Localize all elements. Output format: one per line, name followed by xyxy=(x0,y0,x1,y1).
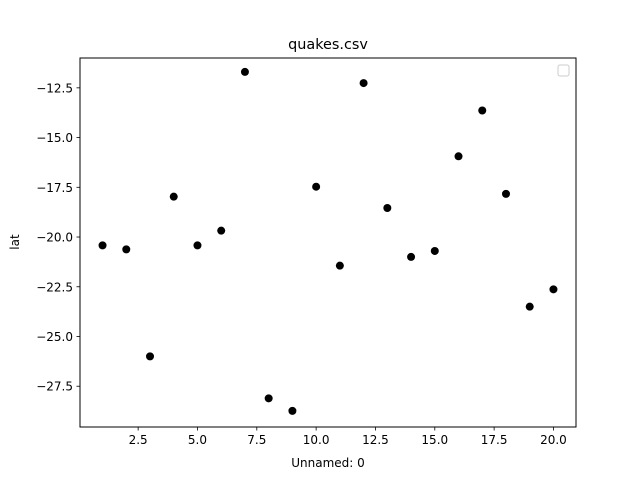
x-tick-label: 20.0 xyxy=(540,433,567,447)
data-point xyxy=(430,246,439,255)
data-point xyxy=(335,261,344,270)
data-point xyxy=(98,241,107,250)
y-tick-label: −22.5 xyxy=(36,280,73,294)
data-points xyxy=(98,67,558,415)
data-point xyxy=(217,226,226,235)
y-tick-label: −20.0 xyxy=(36,231,73,245)
x-tick-label: 10.0 xyxy=(303,433,330,447)
data-point xyxy=(359,79,368,88)
y-axis-label: lat xyxy=(8,234,22,250)
x-tick-label: 5.0 xyxy=(188,433,207,447)
data-point xyxy=(288,406,297,415)
x-tick-label: 2.5 xyxy=(129,433,148,447)
y-tick-label: −25.0 xyxy=(36,330,73,344)
y-tick-label: −12.5 xyxy=(36,81,73,95)
data-point xyxy=(478,106,487,115)
data-point xyxy=(549,285,558,294)
data-point xyxy=(193,241,202,250)
plot-frame xyxy=(79,57,577,428)
x-tick-label: 12.5 xyxy=(362,433,389,447)
data-point xyxy=(525,302,534,311)
x-axis-ticks: 2.5 5.0 7.5 10.0 12.5 15.0 17.5 20.0 xyxy=(129,427,567,447)
x-tick-label: 15.0 xyxy=(421,433,448,447)
data-point xyxy=(454,152,463,161)
chart-title: quakes.csv xyxy=(288,37,368,53)
y-tick-label: −15.0 xyxy=(36,131,73,145)
data-point xyxy=(240,67,249,76)
x-tick-label: 17.5 xyxy=(481,433,508,447)
data-point xyxy=(501,189,510,198)
y-axis-ticks: −27.5 −25.0 −22.5 −20.0 −17.5 −15.0 −12.5 xyxy=(36,81,80,394)
data-point xyxy=(146,352,155,361)
data-point xyxy=(264,394,273,403)
data-point xyxy=(312,182,321,191)
data-point xyxy=(383,203,392,212)
data-point xyxy=(169,192,178,201)
data-point xyxy=(122,245,131,254)
data-point xyxy=(407,252,416,261)
legend-box xyxy=(557,64,570,77)
x-tick-label: 7.5 xyxy=(247,433,266,447)
y-tick-label: −17.5 xyxy=(36,181,73,195)
x-axis-label: Unnamed: 0 xyxy=(291,456,365,470)
y-tick-label: −27.5 xyxy=(36,380,73,394)
